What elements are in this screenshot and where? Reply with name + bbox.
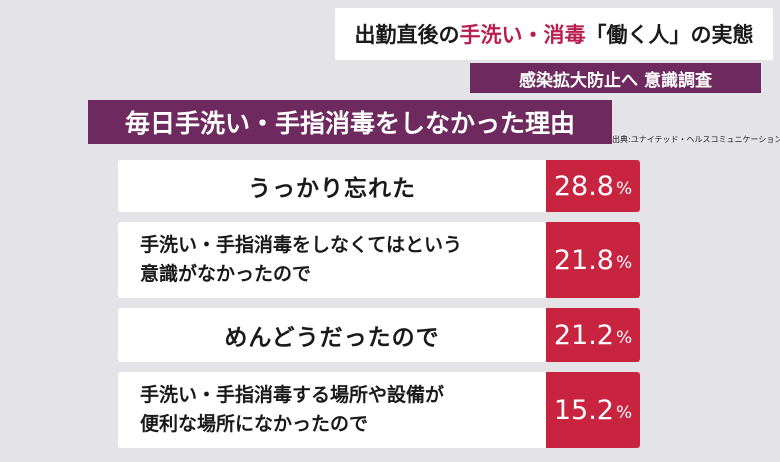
reason-value: 21.2% [546,308,640,362]
reason-label: うっかり忘れた [118,160,546,212]
headline-highlight: 手洗い・消毒 [459,23,586,47]
reason-value: 15.2% [546,372,640,448]
value-unit: % [615,403,633,423]
reason-row: 手洗い・手指消毒する場所や設備が 便利な場所になかったので 15.2% [118,372,640,448]
reason-row: うっかり忘れた 28.8% [118,160,640,212]
reason-label: めんどうだったので [118,308,546,362]
source-credit: 出典:ユナイテッド・ヘルスコミュニケーション [612,135,780,144]
value-number: 21.8 [553,244,614,276]
value-number: 21.2 [553,319,614,351]
headline: 出勤直後の 手洗い・消毒 「働く人」の実態 [335,8,773,60]
headline-part1: 出勤直後の [354,23,460,47]
reason-value: 21.8% [546,222,640,298]
reason-row: めんどうだったので 21.2% [118,308,640,362]
headline-part2: 「働く人」の実態 [585,23,754,47]
subheadline: 感染拡大防止へ 意識調査 [470,63,761,93]
value-number: 15.2 [553,394,614,426]
reason-label: 手洗い・手指消毒する場所や設備が 便利な場所になかったので [118,372,546,448]
value-unit: % [615,328,633,348]
reason-row: 手洗い・手指消毒をしなくてはという 意識がなかったので 21.8% [118,222,640,298]
value-number: 28.8 [553,170,614,202]
chart-title: 毎日手洗い・手指消毒をしなかった理由 [88,100,612,144]
value-unit: % [615,179,633,199]
reason-value: 28.8% [546,160,640,212]
value-unit: % [615,253,633,273]
reason-label: 手洗い・手指消毒をしなくてはという 意識がなかったので [118,222,546,298]
